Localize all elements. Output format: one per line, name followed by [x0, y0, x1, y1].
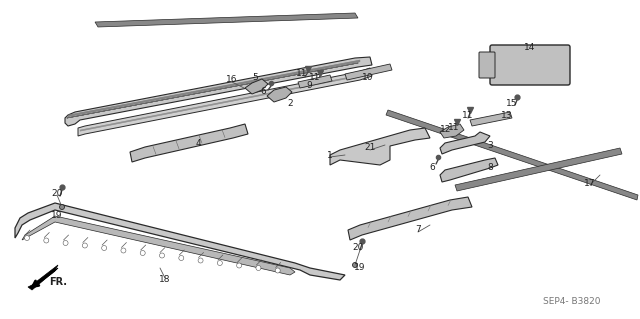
- Circle shape: [140, 250, 145, 256]
- Circle shape: [83, 243, 87, 248]
- Polygon shape: [298, 75, 332, 88]
- Polygon shape: [386, 110, 638, 200]
- Circle shape: [63, 241, 68, 246]
- FancyBboxPatch shape: [490, 45, 570, 85]
- Polygon shape: [78, 68, 372, 136]
- Polygon shape: [245, 79, 268, 94]
- Polygon shape: [65, 57, 372, 126]
- Circle shape: [179, 256, 184, 261]
- Text: 1: 1: [327, 151, 333, 160]
- Text: 10: 10: [362, 73, 374, 83]
- Text: 4: 4: [195, 138, 201, 147]
- Text: 11: 11: [296, 70, 308, 78]
- Circle shape: [218, 261, 222, 265]
- Polygon shape: [130, 124, 248, 162]
- Circle shape: [60, 204, 65, 210]
- Circle shape: [353, 263, 358, 268]
- Polygon shape: [470, 112, 512, 126]
- Circle shape: [159, 253, 164, 258]
- Text: 19: 19: [355, 263, 365, 272]
- Circle shape: [237, 263, 242, 268]
- Text: 14: 14: [524, 42, 536, 51]
- Circle shape: [121, 248, 126, 253]
- Text: 3: 3: [487, 140, 493, 150]
- Polygon shape: [455, 148, 622, 191]
- Text: 19: 19: [51, 211, 63, 219]
- Polygon shape: [440, 132, 490, 154]
- Text: 8: 8: [487, 164, 493, 173]
- Polygon shape: [22, 216, 295, 275]
- Circle shape: [198, 258, 203, 263]
- Polygon shape: [28, 265, 58, 290]
- Text: 20: 20: [352, 243, 364, 253]
- Polygon shape: [330, 128, 430, 165]
- Text: 5: 5: [252, 73, 258, 83]
- Text: 15: 15: [506, 99, 518, 108]
- Circle shape: [102, 246, 107, 250]
- Circle shape: [24, 235, 29, 241]
- Circle shape: [44, 238, 49, 243]
- Polygon shape: [345, 64, 392, 80]
- Text: 11: 11: [309, 73, 321, 83]
- FancyBboxPatch shape: [479, 52, 495, 78]
- Text: 11: 11: [448, 122, 460, 131]
- Polygon shape: [95, 13, 358, 27]
- Text: 20: 20: [51, 189, 63, 197]
- Text: 7: 7: [415, 226, 421, 234]
- Polygon shape: [15, 203, 345, 280]
- Text: 2: 2: [287, 99, 293, 108]
- Polygon shape: [440, 124, 464, 138]
- Text: 6: 6: [429, 162, 435, 172]
- Text: 18: 18: [159, 276, 171, 285]
- Text: 12: 12: [440, 125, 452, 135]
- Polygon shape: [348, 197, 472, 240]
- Circle shape: [256, 265, 261, 271]
- Text: 6: 6: [260, 87, 266, 97]
- Text: 17: 17: [584, 179, 596, 188]
- Text: 13: 13: [501, 110, 513, 120]
- Text: 9: 9: [306, 80, 312, 90]
- Polygon shape: [267, 87, 292, 102]
- Text: 11: 11: [462, 110, 474, 120]
- Polygon shape: [440, 158, 498, 182]
- Text: 21: 21: [364, 144, 376, 152]
- Circle shape: [275, 268, 280, 273]
- Text: FR.: FR.: [49, 277, 67, 287]
- Text: SEP4- B3820: SEP4- B3820: [543, 298, 601, 307]
- Text: 16: 16: [227, 76, 237, 85]
